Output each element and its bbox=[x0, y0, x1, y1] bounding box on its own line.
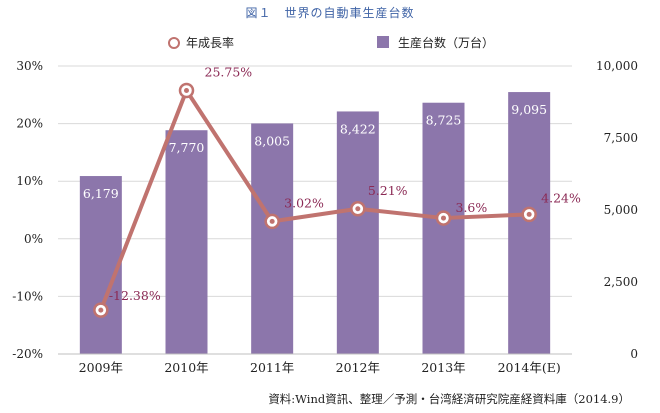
x-axis-tick-label: 2010年 bbox=[164, 360, 208, 375]
left-axis-tick-label: 10% bbox=[16, 174, 43, 188]
chart-title: 図１ 世界の自動車生産台数 bbox=[245, 6, 415, 20]
x-axis-tick-label: 2013年 bbox=[421, 360, 465, 375]
x-axis-tick-label: 2009年 bbox=[79, 360, 123, 375]
left-axis-tick-label: -10% bbox=[12, 289, 43, 303]
legend-line-label: 年成長率 bbox=[186, 36, 235, 50]
right-axis-tick-label: 5,000 bbox=[604, 203, 638, 217]
legend-bar-swatch bbox=[377, 36, 389, 48]
bar bbox=[251, 123, 294, 355]
growth-rate-point-center bbox=[98, 307, 104, 313]
legend-bar-label: 生産台数（万台） bbox=[398, 36, 495, 50]
left-axis-tick-label: 30% bbox=[16, 59, 43, 73]
growth-rate-line bbox=[98, 88, 530, 311]
bar-value-label: 6,179 bbox=[83, 186, 119, 201]
left-axis-tick-label: 0% bbox=[24, 232, 43, 246]
right-axis-tick-label: 2,500 bbox=[604, 275, 638, 289]
growth-rate-label: 3.02% bbox=[284, 195, 324, 210]
bar bbox=[508, 92, 551, 355]
right-axis-tick-label: 7,500 bbox=[604, 131, 638, 145]
left-axis-tick-label: 20% bbox=[16, 117, 43, 131]
right-axis-tick-label: 10,000 bbox=[596, 59, 638, 73]
growth-rate-label: 3.6% bbox=[456, 200, 488, 215]
bar-value-label: 7,770 bbox=[169, 140, 205, 155]
growth-rate-label: 4.24% bbox=[541, 190, 581, 205]
x-axis-tick-label: 2011年 bbox=[250, 360, 294, 375]
bar bbox=[422, 102, 465, 354]
x-axis-tick-label: 2012年 bbox=[336, 360, 380, 375]
bar-value-label: 9,095 bbox=[511, 102, 547, 117]
x-axis-tick-label: 2014年(E) bbox=[498, 360, 561, 375]
bar-value-label: 8,422 bbox=[340, 121, 376, 136]
source-note: 資料:Wind資訊、整理／予測・台湾経済研究院産経資料庫（2014.9） bbox=[268, 392, 630, 406]
bar-value-label: 8,005 bbox=[254, 133, 290, 148]
growth-rate-point-center bbox=[526, 211, 532, 217]
growth-rate-point-center bbox=[184, 87, 189, 93]
bar bbox=[165, 130, 208, 354]
right-axis-tick-label: 0 bbox=[630, 347, 638, 361]
growth-rate-label: 25.75% bbox=[205, 64, 253, 79]
bar-value-label: 8,725 bbox=[426, 113, 462, 128]
bar bbox=[79, 176, 122, 354]
bar bbox=[336, 111, 379, 354]
left-axis-tick-label: -20% bbox=[12, 347, 43, 361]
legend-line-marker bbox=[168, 37, 180, 49]
growth-rate-point-center bbox=[355, 206, 361, 212]
growth-rate-label: -12.38% bbox=[109, 288, 161, 303]
growth-rate-label: 5.21% bbox=[368, 183, 408, 198]
chart-legend: 年成長率 生産台数（万台） bbox=[0, 33, 660, 53]
growth-rate-point-center bbox=[269, 218, 275, 224]
growth-rate-point-center bbox=[441, 215, 446, 221]
